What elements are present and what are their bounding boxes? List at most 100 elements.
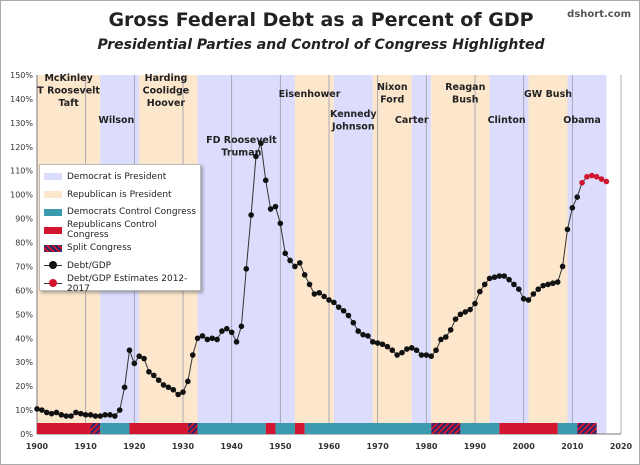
congress-band xyxy=(499,423,558,434)
estimate-point xyxy=(589,172,595,179)
president-label: Kennedy Johnson xyxy=(330,109,377,133)
debt-point xyxy=(559,263,566,270)
debt-point xyxy=(477,288,483,295)
congress-band xyxy=(265,423,276,434)
presidency-band xyxy=(197,75,295,434)
debt-point xyxy=(496,273,503,279)
debt-point xyxy=(102,412,108,418)
president-name: Truman xyxy=(221,148,261,159)
president-name: Carter xyxy=(395,115,429,126)
debt-point xyxy=(78,410,84,417)
debt-point xyxy=(121,384,128,391)
president-name: Taft xyxy=(58,98,79,109)
legend-item-dem-congress: Democrats Control Congress xyxy=(44,204,196,222)
y-tick-label: 10% xyxy=(15,406,33,415)
president-name: Obama xyxy=(563,115,601,126)
congress-band xyxy=(304,423,432,434)
debt-point xyxy=(97,413,104,419)
debt-point xyxy=(321,293,327,300)
debt-point xyxy=(253,153,259,160)
congress-band xyxy=(577,423,597,434)
y-tick-label: 0% xyxy=(20,430,33,439)
debt-point xyxy=(389,347,396,354)
y-tick-label: 40% xyxy=(15,334,33,343)
x-tick-label: 1950 xyxy=(269,442,292,451)
legend-item-split-congress: Split Congress xyxy=(44,239,196,257)
x-tick-label: 1990 xyxy=(464,442,487,451)
estimate-point xyxy=(579,179,585,186)
debt-point xyxy=(297,260,303,266)
presidency-band xyxy=(567,75,607,434)
x-tick-label: 2000 xyxy=(513,442,536,451)
debt-point xyxy=(447,327,454,333)
y-tick-label: 60% xyxy=(15,286,33,295)
debt-point xyxy=(491,274,498,281)
legend-marker: .mk.b:after{background:#111}.mk.r:after{… xyxy=(44,261,62,270)
president-name: Eisenhower xyxy=(279,89,341,100)
congress-band xyxy=(90,423,101,434)
x-tick-label: 1980 xyxy=(415,442,438,451)
president-name: Nixon xyxy=(377,82,408,93)
debt-point xyxy=(126,347,133,354)
legend-swatch xyxy=(44,173,62,181)
y-tick-label: 120% xyxy=(10,143,33,152)
debt-point xyxy=(146,368,152,375)
chart-title: Gross Federal Debt as a Percent of GDP xyxy=(108,9,534,31)
president-label: Wilson xyxy=(98,115,134,126)
estimate-point xyxy=(584,173,590,180)
debt-point xyxy=(399,349,405,356)
debt-point xyxy=(107,412,113,418)
debt-point xyxy=(520,295,527,302)
legend-label: Republican is President xyxy=(67,189,172,200)
president-label: Reagan Bush xyxy=(445,82,485,106)
debt-point xyxy=(428,353,435,360)
debt-point xyxy=(214,336,220,343)
debt-point xyxy=(267,206,274,212)
congress-band xyxy=(37,423,91,434)
debt-point xyxy=(238,323,245,330)
president-name: GW Bush xyxy=(524,89,572,100)
debt-point xyxy=(404,346,410,352)
debt-point xyxy=(418,352,425,358)
debt-point xyxy=(116,407,123,413)
debt-point xyxy=(248,212,254,218)
president-name: Reagan xyxy=(445,82,485,93)
presidency-band xyxy=(431,75,490,434)
debt-point xyxy=(189,352,196,358)
debt-point xyxy=(151,372,157,379)
presidency-band xyxy=(294,75,334,434)
debt-point xyxy=(87,412,94,418)
y-tick-label: 100% xyxy=(10,191,33,200)
debt-point xyxy=(433,347,439,354)
president-label: McKinley T Roosevelt Taft xyxy=(37,73,100,109)
debt-point xyxy=(258,140,264,147)
debt-point xyxy=(462,309,469,315)
x-tick-label: 2010 xyxy=(561,442,584,451)
legend-swatch xyxy=(44,226,62,234)
debt-point xyxy=(423,352,430,358)
debt-point xyxy=(185,378,191,385)
legend-label: Debt/GDP xyxy=(67,260,112,271)
legend-item-dem-president: Democrat is President xyxy=(44,168,196,186)
debt-point xyxy=(282,250,289,257)
debt-point xyxy=(360,331,366,338)
debt-point xyxy=(224,325,230,332)
debt-point xyxy=(511,281,517,288)
debt-point xyxy=(365,333,371,339)
x-tick-label: 2020 xyxy=(610,442,633,451)
legend-label: Debt/GDP Estimates 2012-2017 xyxy=(67,273,188,294)
debt-point xyxy=(287,257,293,264)
debt-point xyxy=(452,316,459,322)
debt-point xyxy=(550,280,556,287)
debt-point xyxy=(564,226,571,233)
president-name: Bush xyxy=(452,95,479,106)
debt-point xyxy=(39,407,45,413)
president-name: McKinley xyxy=(44,73,93,84)
x-tick-label: 1960 xyxy=(318,442,341,451)
president-name: FD Roosevelt xyxy=(206,135,277,146)
x-tick-label: 1930 xyxy=(172,442,195,451)
debt-point xyxy=(540,282,546,289)
congress-band xyxy=(431,423,461,434)
debt-point xyxy=(384,343,391,350)
